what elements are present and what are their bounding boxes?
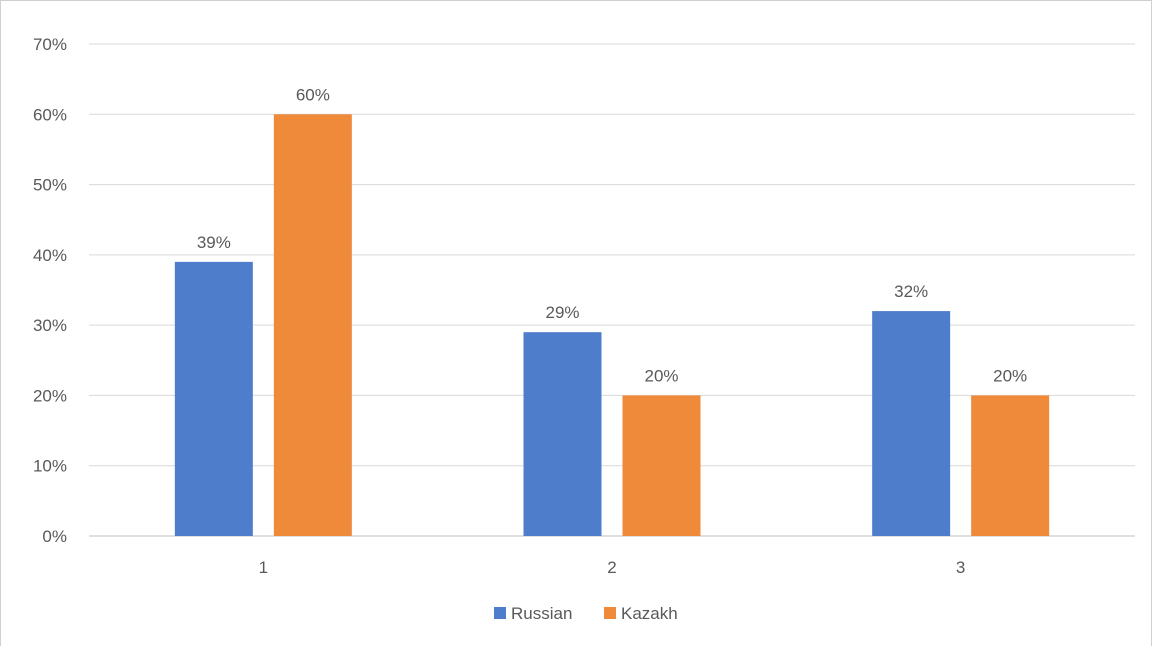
bar-russian-2 bbox=[523, 332, 602, 536]
legend-label-kazakh: Kazakh bbox=[621, 604, 678, 623]
bar-russian-1 bbox=[174, 261, 253, 536]
data-label-kazakh-2: 20% bbox=[644, 366, 678, 385]
data-labels: 39% 60% 29% 20% 32% 20% bbox=[197, 85, 1027, 385]
y-tick-label: 40% bbox=[33, 246, 67, 265]
bar-kazakh-1 bbox=[273, 114, 352, 537]
y-tick-label: 20% bbox=[33, 386, 67, 405]
bar-russian-3 bbox=[872, 311, 951, 536]
legend-swatch-kazakh bbox=[604, 607, 616, 619]
x-tick-label: 1 bbox=[259, 558, 268, 577]
y-tick-label: 70% bbox=[33, 35, 67, 54]
axes: 0% 10% 20% 30% 40% 50% 60% 70% 1 2 3 bbox=[33, 35, 1135, 577]
legend-label-russian: Russian bbox=[511, 604, 572, 623]
data-label-russian-3: 32% bbox=[894, 282, 928, 301]
gridlines bbox=[89, 43, 1135, 467]
bar-kazakh-3 bbox=[971, 395, 1050, 536]
data-label-russian-1: 39% bbox=[197, 233, 231, 252]
data-label-kazakh-1: 60% bbox=[296, 85, 330, 104]
legend: Russian Kazakh bbox=[494, 604, 678, 623]
y-tick-label: 0% bbox=[42, 527, 67, 546]
x-tick-label: 3 bbox=[956, 558, 965, 577]
legend-swatch-russian bbox=[494, 607, 506, 619]
y-tick-label: 10% bbox=[33, 457, 67, 476]
data-label-kazakh-3: 20% bbox=[993, 366, 1027, 385]
data-label-russian-2: 29% bbox=[545, 303, 579, 322]
bar-kazakh-2 bbox=[622, 395, 701, 536]
y-tick-label: 30% bbox=[33, 316, 67, 335]
x-tick-label: 2 bbox=[607, 558, 616, 577]
y-tick-label: 60% bbox=[33, 105, 67, 124]
bars bbox=[174, 114, 1050, 537]
y-tick-label: 50% bbox=[33, 176, 67, 195]
